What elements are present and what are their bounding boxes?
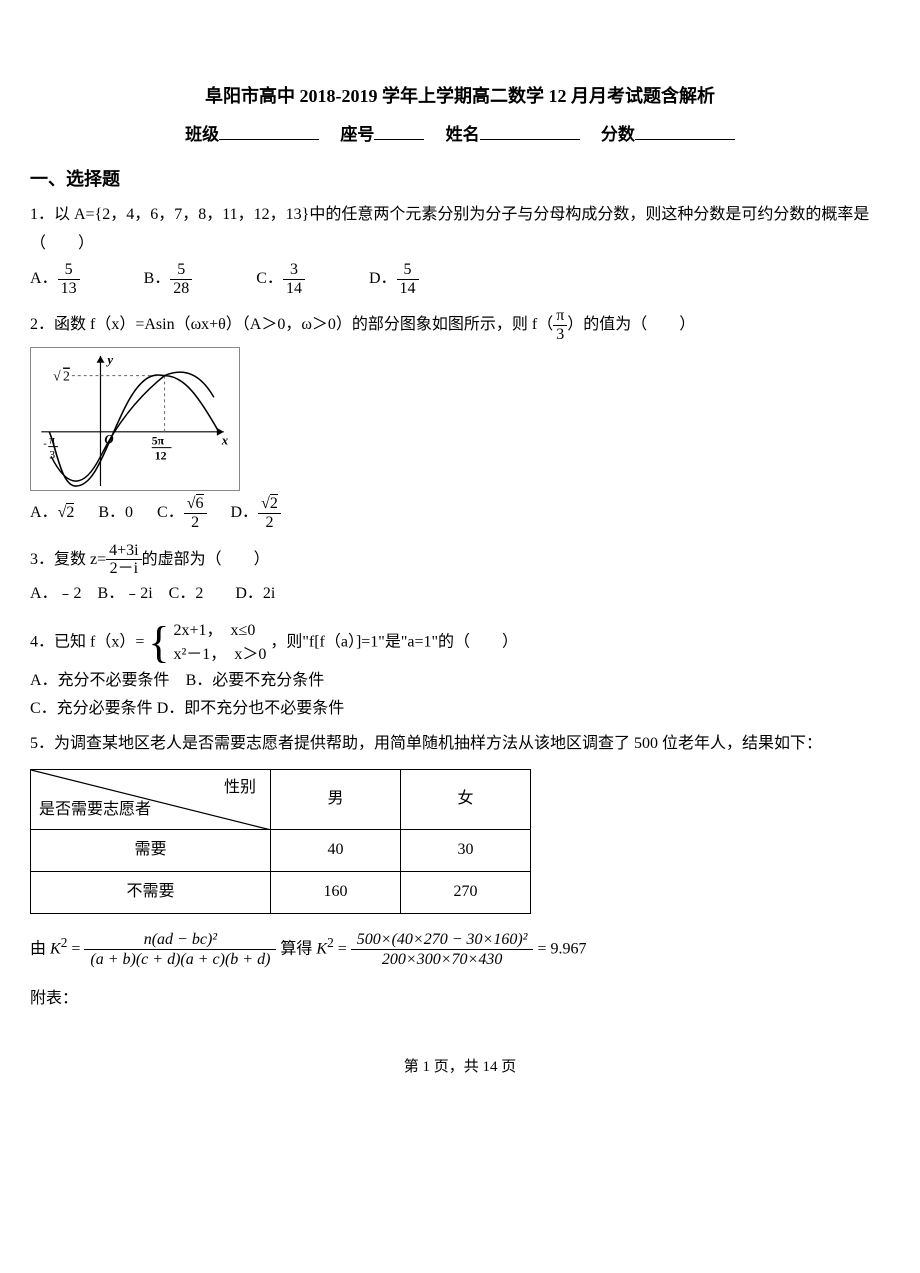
table-row: 不需要 160 270 [31,871,531,913]
svg-text:3: 3 [49,448,55,462]
seat-label: 座号 [340,125,374,144]
q5-text: 5．为调查某地区老人是否需要志愿者提供帮助，用简单随机抽样方法从该地区调查了 5… [30,730,890,759]
q3-options: A．﹣2 B．﹣2i C．2 D．2i [30,580,890,609]
q2-graph: y x O √ 2 - π 3 5π 12 [30,347,240,491]
svg-text:-: - [43,438,47,450]
q1-options: A．513 B．528 C．314 D．514 [30,261,890,297]
q1-opt-a: A．513 [30,261,80,297]
class-label: 班级 [185,125,219,144]
svg-text:√: √ [53,369,61,384]
class-blank[interactable] [219,139,319,140]
question-2: 2．函数 f（x）=Asin（ωx+θ）（A＞0，ω＞0）的部分图象如图所示，则… [30,307,890,531]
q4-text: 4．已知 f（x）= { 2x+1， x≤0 x²－1， x＞0 ，则"f[f（… [30,619,890,667]
q3-text: 3．复数 z=4+3i2－i的虚部为（ ） [30,542,890,578]
q2-opt-a: A．√2 [30,499,74,528]
page-footer: 第 1 页，共 14 页 [30,1054,890,1081]
q5-formula: 由 K2 = n(ad − bc)² (a + b)(c + d)(a + c)… [30,930,890,969]
svg-text:2: 2 [63,369,70,384]
q1-opt-d: D．514 [369,261,419,297]
q5-table: 性别 是否需要志愿者 男 女 需要 40 30 不需要 160 270 [30,769,531,914]
col-male: 男 [271,769,401,829]
name-blank[interactable] [480,139,580,140]
svg-text:x: x [221,434,229,448]
q4-line-ab: A．充分不必要条件 B．必要不充分条件 [30,667,890,696]
brace-icon: { [148,621,169,665]
student-info-line: 班级 座号 姓名 分数 [30,120,890,151]
col-female: 女 [401,769,531,829]
q1-text: 1．以 A={2，4，6，7，8，11，12，13}中的任意两个元素分别为分子与… [30,201,890,259]
page-title: 阜阳市高中 2018-2019 学年上学期高二数学 12 月月考试题含解析 [30,80,890,112]
svg-text:y: y [105,353,113,367]
seat-blank[interactable] [374,139,424,140]
question-3: 3．复数 z=4+3i2－i的虚部为（ ） A．﹣2 B．﹣2i C．2 D．2… [30,542,890,609]
q2-opt-c: C．√62 [157,495,206,531]
svg-text:π: π [49,433,55,447]
svg-text:5π: 5π [152,434,165,448]
table-row: 需要 40 30 [31,829,531,871]
svg-text:12: 12 [155,449,167,463]
q2-text: 2．函数 f（x）=Asin（ωx+θ）（A＞0，ω＞0）的部分图象如图所示，则… [30,307,890,343]
section-1-header: 一、选择题 [30,163,890,195]
question-4: 4．已知 f（x）= { 2x+1， x≤0 x²－1， x＞0 ，则"f[f（… [30,619,890,725]
question-1: 1．以 A={2，4，6，7，8，11，12，13}中的任意两个元素分别为分子与… [30,201,890,297]
q4-line-cd: C．充分必要条件 D．即不充分也不必要条件 [30,695,890,724]
score-blank[interactable] [635,139,735,140]
q1-opt-b: B．528 [144,261,193,297]
table-header-diag: 性别 是否需要志愿者 [31,769,271,829]
q1-opt-c: C．314 [256,261,305,297]
q5-appendix-label: 附表： [30,985,890,1014]
question-5: 5．为调查某地区老人是否需要志愿者提供帮助，用简单随机抽样方法从该地区调查了 5… [30,730,890,1014]
q2-opt-b: B．0 [98,499,133,528]
q2-options: A．√2 B．0 C．√62 D．√22 [30,495,890,531]
q2-opt-d: D．√22 [231,495,281,531]
score-label: 分数 [601,125,635,144]
name-label: 姓名 [446,125,480,144]
